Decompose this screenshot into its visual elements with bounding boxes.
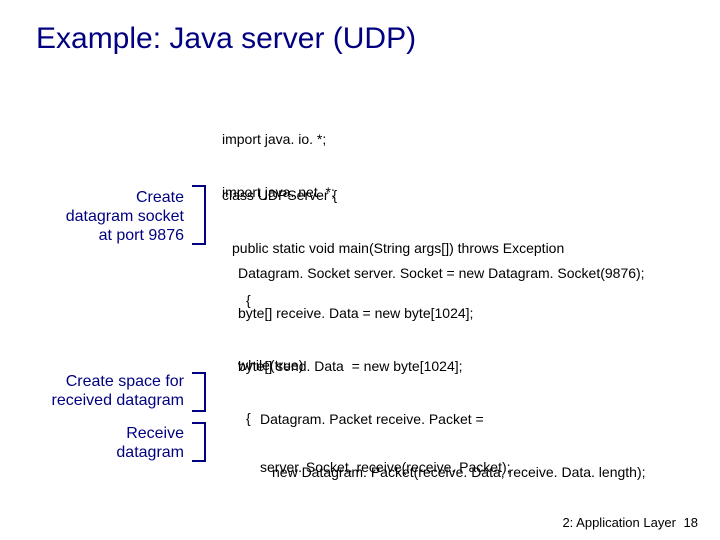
annotation-line: datagram	[116, 443, 184, 462]
code-line: import java. io. *;	[222, 131, 335, 149]
footer-chapter: 2: Application Layer	[562, 515, 675, 530]
annotation-line: Create space for	[51, 372, 184, 391]
annotation-create-socket: Create datagram socket at port 9876	[66, 188, 184, 246]
slide-footer: 2: Application Layer 18	[562, 515, 698, 530]
annotation-line: at port 9876	[66, 226, 184, 245]
footer-page-number: 18	[684, 515, 698, 530]
code-line: while(true)	[238, 357, 303, 375]
annotation-create-space: Create space for received datagram	[51, 372, 184, 410]
annotation-line: received datagram	[51, 391, 184, 410]
annotation-line: datagram socket	[66, 207, 184, 226]
code-line: server. Socket. receive(receive. Packet)…	[260, 459, 511, 477]
code-receive: server. Socket. receive(receive. Packet)…	[260, 424, 511, 494]
code-line: byte[] receive. Data = new byte[1024];	[238, 305, 473, 323]
bracket-icon	[192, 185, 206, 245]
annotation-line: Receive	[116, 424, 184, 443]
slide-title: Example: Java server (UDP)	[36, 22, 416, 56]
bracket-icon	[192, 422, 206, 462]
annotation-receive: Receive datagram	[116, 424, 184, 462]
annotation-line: Create	[66, 188, 184, 207]
code-line: class UDPServer {	[222, 187, 564, 205]
bracket-icon	[192, 372, 206, 412]
